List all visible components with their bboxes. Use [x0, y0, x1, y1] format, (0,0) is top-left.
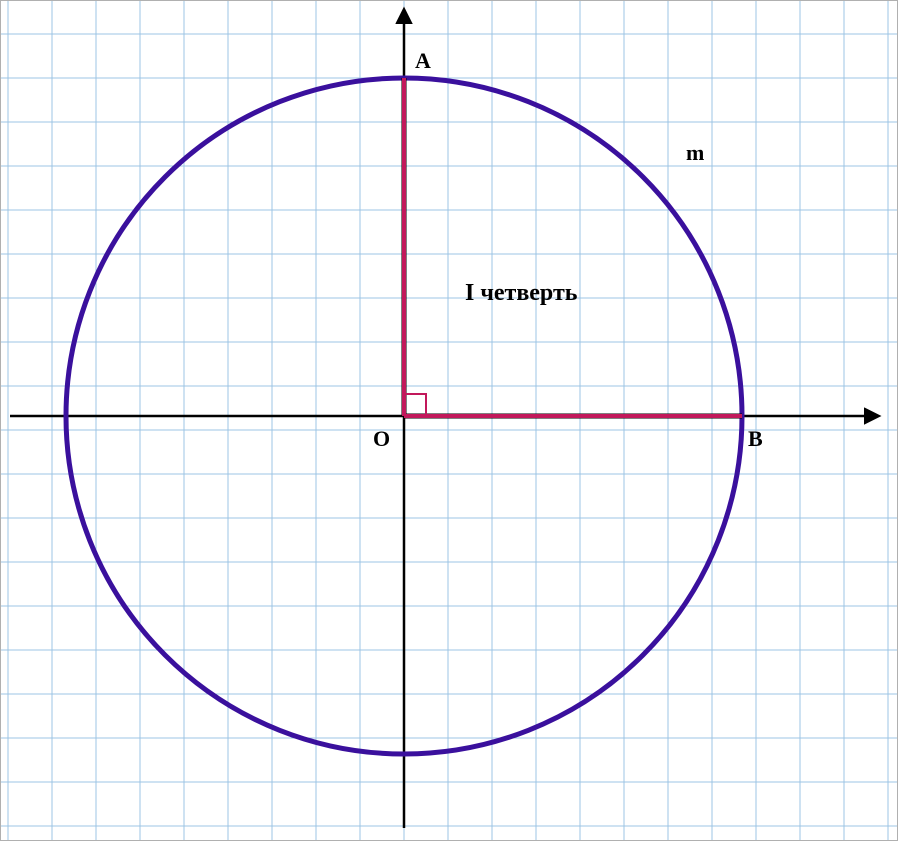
label-B: B [748, 426, 763, 451]
label-O: O [373, 426, 390, 451]
label-quadrant-I: I четверть [465, 280, 578, 306]
label-m: m [686, 140, 704, 165]
label-A: A [415, 48, 431, 73]
background [0, 0, 898, 841]
